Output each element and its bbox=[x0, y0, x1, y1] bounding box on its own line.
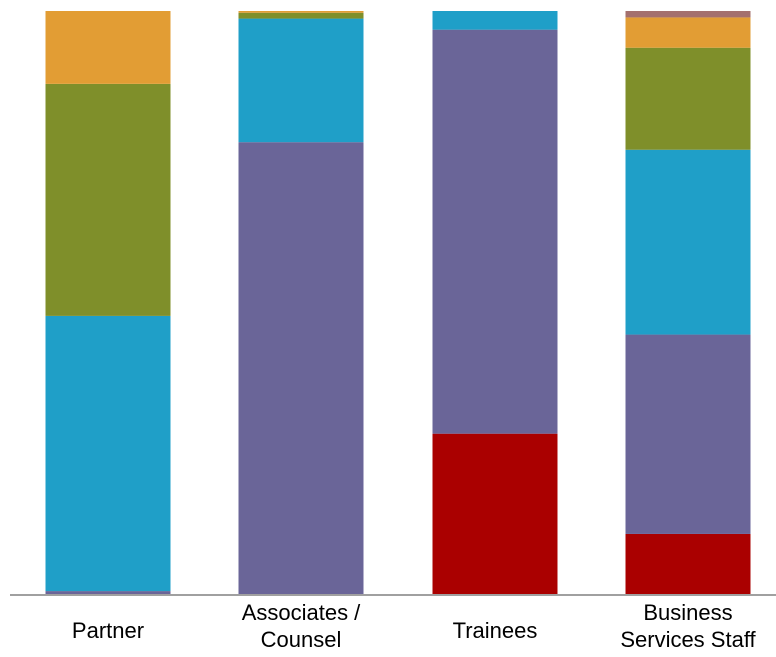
bar-segment-1-1 bbox=[238, 142, 364, 595]
bar-segment-0-4 bbox=[45, 11, 171, 84]
bar-segment-3-1 bbox=[625, 334, 751, 534]
bar-segment-3-3 bbox=[625, 47, 751, 150]
category-label-2: Trainees bbox=[453, 618, 538, 643]
category-label-line: Business bbox=[643, 600, 732, 625]
category-label-line: Services Staff bbox=[620, 627, 756, 652]
bar-segment-3-2 bbox=[625, 149, 751, 335]
bar-segment-2-1 bbox=[432, 29, 558, 434]
category-labels: Partner Associates / Counsel Trainees Busine… bbox=[72, 600, 757, 652]
bar-segment-0-3 bbox=[45, 83, 171, 316]
category-label-1: Associates / Counsel bbox=[242, 600, 361, 652]
bar-segment-2-0 bbox=[432, 433, 558, 594]
bar-segment-0-1 bbox=[45, 591, 171, 594]
category-label-line: Trainees bbox=[453, 618, 538, 643]
bar-segment-0-2 bbox=[45, 315, 171, 592]
category-label-3: Business Services Staff bbox=[620, 600, 756, 652]
bar-segment-3-5 bbox=[625, 11, 751, 18]
bars-group bbox=[45, 11, 751, 595]
bar-segment-1-4 bbox=[238, 11, 364, 13]
category-label-line: Partner bbox=[72, 618, 144, 643]
bar-segment-3-0 bbox=[625, 533, 751, 594]
category-label-line: Associates / bbox=[242, 600, 361, 625]
bar-segment-2-2 bbox=[432, 11, 558, 30]
category-label-line: Counsel bbox=[261, 627, 342, 652]
category-label-0: Partner bbox=[72, 618, 144, 643]
bar-segment-3-4 bbox=[625, 17, 751, 48]
bar-segment-1-3 bbox=[238, 12, 364, 19]
bar-segment-1-2 bbox=[238, 18, 364, 143]
